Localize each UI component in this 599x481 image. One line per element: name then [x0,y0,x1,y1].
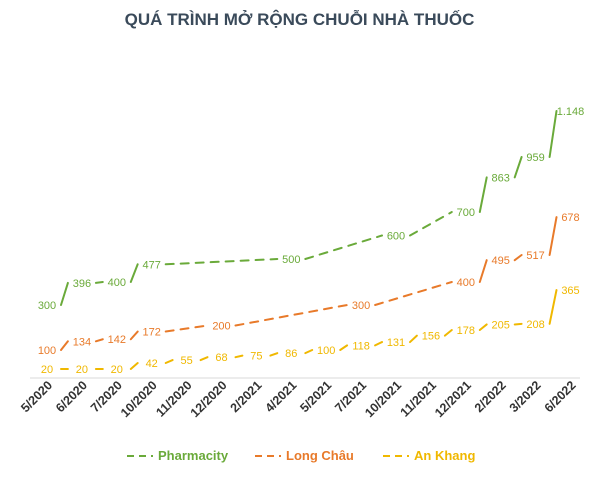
x-tick-label: 10/2020 [118,378,160,420]
data-label: 20 [76,364,88,376]
data-label: 863 [492,172,510,184]
data-label: 400 [457,277,475,289]
data-label: 205 [492,319,510,331]
series-segment-pharmacity [409,211,453,237]
x-tick-label: 12/2020 [188,378,230,420]
data-label: 55 [180,355,192,367]
series-segment-an-khang [199,356,209,362]
data-label: 20 [111,364,123,376]
series-segment-an-khang [409,334,418,344]
x-tick-label: 2/2021 [228,378,265,415]
data-label: 156 [422,331,440,343]
series-segment-pharmacity [60,281,69,306]
data-label: 500 [282,254,300,266]
x-tick-label: 11/2020 [153,378,194,419]
x-tick-label: 5/2021 [297,378,334,415]
data-label: 20 [41,364,53,376]
series-segment-pharmacity [129,263,139,283]
series-segment-an-khang [548,289,558,325]
data-label: 1.148 [557,106,585,118]
data-label: 178 [457,325,475,337]
series-segment-long-châu [374,281,453,306]
data-label: 600 [387,231,405,243]
series-segment-an-khang [234,354,244,359]
data-label: 208 [526,319,544,331]
legend-label: Pharmacity [158,448,229,463]
legend-label: Long Châu [286,448,354,463]
data-label: 477 [143,259,161,271]
data-label: 42 [146,358,158,370]
data-label: 959 [526,152,544,164]
series-segment-long-châu [513,254,523,262]
data-label: 75 [250,351,262,363]
series-segment-long-châu [164,324,209,333]
series-segment-an-khang [478,323,488,331]
series-segment-long-châu [234,304,349,327]
data-label: 400 [108,277,126,289]
x-tick-label: 10/2021 [362,378,404,420]
x-tick-label: 12/2021 [432,378,474,420]
series-segment-long-châu [478,259,488,283]
series-segment-pharmacity [164,258,279,266]
data-label: 142 [108,334,126,346]
data-label: 100 [317,345,335,357]
series-segment-pharmacity [513,156,523,179]
x-tick-label: 5/2020 [18,378,55,415]
data-label: 365 [561,285,579,297]
series-segment-an-khang [513,322,523,326]
series-segment-pharmacity [548,110,558,158]
data-label: 517 [526,250,544,262]
data-label: 68 [215,352,227,364]
data-label: 172 [143,327,161,339]
data-label: 700 [457,207,475,219]
series-segment-pharmacity [94,281,104,284]
series-segment-an-khang [129,362,139,370]
chart-title: QUÁ TRÌNH MỞ RỘNG CHUỖI NHÀ THUỐC [124,10,475,29]
x-tick-label: 6/2022 [542,378,579,415]
series-segment-an-khang [164,359,174,364]
series-segment-pharmacity [478,176,488,213]
data-label: 131 [387,337,405,349]
x-tick-label: 6/2020 [53,378,90,415]
legend-label: An Khang [414,448,475,463]
data-label: 118 [352,340,370,352]
data-label: 396 [73,278,91,290]
data-label: 300 [352,300,370,312]
x-tick-label: 3/2022 [507,378,544,415]
series-segment-long-châu [548,216,558,257]
x-tick-label: 11/2021 [398,378,439,419]
series-segment-long-châu [94,338,104,343]
data-label: 678 [561,212,579,224]
data-label: 300 [38,300,56,312]
data-label: 495 [492,255,510,267]
series-segment-long-châu [60,340,69,351]
series-segment-an-khang [269,352,279,357]
series-segment-an-khang [304,349,314,355]
series-segment-pharmacity [304,234,383,260]
series-segment-an-khang [339,344,349,351]
series-segment-long-châu [129,330,139,341]
data-label: 100 [38,345,56,357]
x-tick-label: 4/2021 [262,378,299,415]
series-segment-an-khang [443,329,453,337]
series-segment-an-khang [374,341,383,347]
data-label: 200 [212,320,230,332]
data-label: 134 [73,336,91,348]
data-label: 86 [285,348,297,360]
x-tick-label: 2/2022 [472,378,509,415]
